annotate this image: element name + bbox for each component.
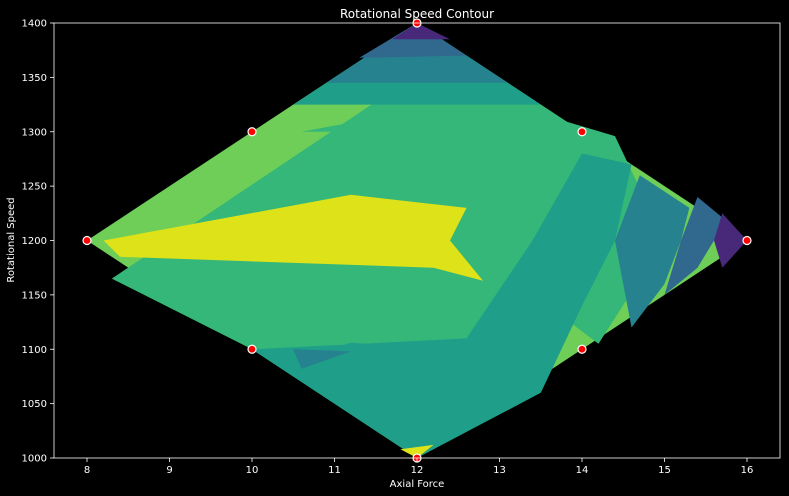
contour-region [285,342,467,415]
y-tick-label: 1200 [22,236,47,247]
y-tick-label: 1100 [22,345,47,356]
x-tick-label: 16 [741,465,754,476]
design-point-marker [577,344,587,354]
chart-title: Rotational Speed Contour [340,7,494,21]
design-point-marker [247,344,257,354]
contour-region [392,23,450,40]
x-tick-label: 9 [166,465,172,476]
contour-region [293,349,351,369]
x-tick-label: 12 [411,465,424,476]
y-tick-label: 1000 [22,454,47,465]
y-axis-title: Rotational Speed [6,197,17,282]
design-point-marker [742,235,752,246]
y-tick-label: 1250 [22,182,47,193]
y-tick-label: 1150 [22,290,47,301]
contour-region [615,175,690,328]
y-tick-label: 1400 [22,19,47,30]
design-point-marker [577,127,587,137]
design-points [82,18,752,463]
y-tick-label: 1050 [22,399,47,410]
x-tick-label: 8 [84,465,90,476]
x-tick-label: 11 [328,465,341,476]
x-axis-title: Axial Force [390,479,445,490]
x-tick-label: 13 [493,465,506,476]
design-point-marker [82,235,92,246]
y-tick-label: 1350 [22,73,47,84]
contour-region [714,213,747,268]
x-axis-ticks: 8 9 10 11 12 13 14 15 16 [84,458,754,476]
contour-region [400,444,434,458]
x-tick-label: 15 [658,465,671,476]
y-axis-ticks: 1000 1050 1100 1150 1200 1250 1300 1350 1400 [22,19,54,465]
x-tick-label: 14 [576,465,589,476]
contour-region [664,197,731,295]
contour-region [111,79,665,458]
design-point-marker [247,127,257,137]
contour-region [359,23,467,58]
y-tick-label: 1300 [22,127,47,138]
x-tick-label: 10 [246,465,259,476]
contour-region [103,194,483,281]
